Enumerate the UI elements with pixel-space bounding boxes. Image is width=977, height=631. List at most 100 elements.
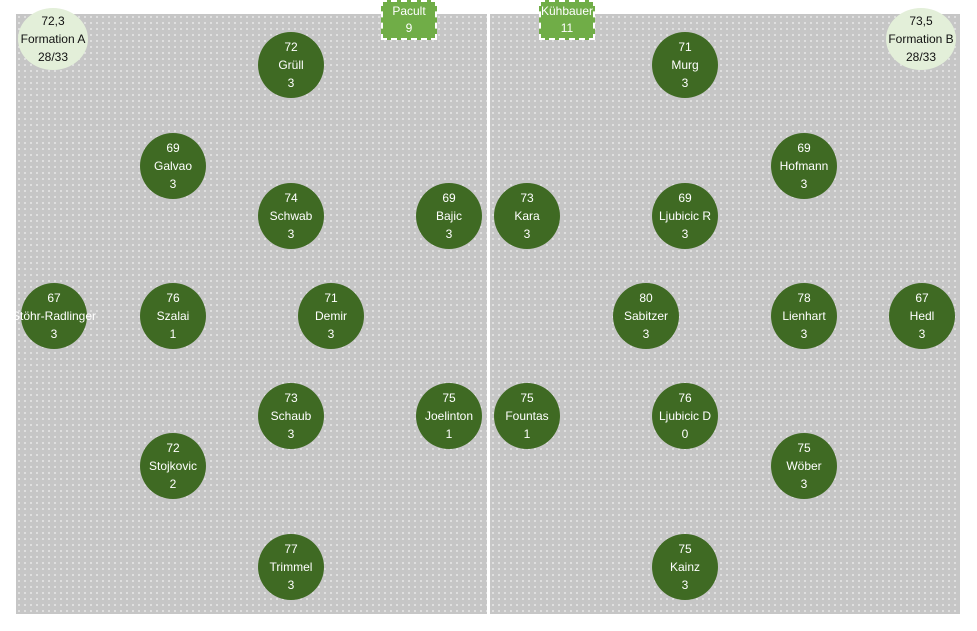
player-count: 3 [445,227,453,241]
player-name: Wöber [786,459,822,473]
formation-b-label: Formation B [888,32,954,46]
player-token[interactable]: 74 Schwab 3 [258,183,324,249]
player-count: 3 [50,327,58,341]
player-rating: 69 [797,141,811,155]
player-name: Schaub [270,409,312,423]
player-name: Murg [671,58,699,72]
player-count: 3 [800,327,808,341]
player-count: 3 [523,227,531,241]
coach-a-box[interactable]: Pacult 9 [381,0,437,40]
player-count: 1 [445,427,453,441]
pitch-left [16,14,487,614]
player-name: Grüll [278,58,304,72]
player-rating: 72 [284,40,298,54]
player-count: 3 [287,427,295,441]
player-name: Ljubicic D [658,409,712,423]
player-rating: 78 [797,291,811,305]
player-token[interactable]: 71 Murg 3 [652,32,718,98]
player-count: 1 [169,327,177,341]
player-count: 3 [800,177,808,191]
formation-a-label: Formation A [20,32,86,46]
formation-b-rating: 73,5 [909,14,933,28]
player-count: 3 [681,227,689,241]
player-token[interactable]: 69 Galvao 3 [140,133,206,199]
pitch-right [490,14,960,614]
player-name: Demir [315,309,347,323]
player-count: 3 [918,327,926,341]
player-token[interactable]: 67 Stöhr-Radlinger 3 [12,283,96,349]
player-name: Szalai [156,309,190,323]
player-count: 3 [681,578,689,592]
player-rating: 76 [678,391,692,405]
player-count: 2 [169,477,177,491]
player-name: Hofmann [779,159,829,173]
player-token[interactable]: 71 Demir 3 [298,283,364,349]
player-count: 3 [287,76,295,90]
player-name: Sabitzer [623,309,669,323]
player-rating: 69 [442,191,456,205]
player-rating: 69 [678,191,692,205]
player-token[interactable]: 78 Lienhart 3 [771,283,837,349]
player-name: Joelinton [424,409,474,423]
coach-b-box[interactable]: Kühbauer 11 [539,0,595,40]
player-count: 0 [681,427,689,441]
player-token[interactable]: 75 Kainz 3 [652,534,718,600]
coach-a-name: Pacult [392,4,426,18]
coach-a-number: 9 [405,21,413,35]
player-count: 3 [800,477,808,491]
player-rating: 80 [639,291,653,305]
coach-b-name: Kühbauer [540,4,594,18]
player-rating: 67 [915,291,929,305]
player-count: 3 [169,177,177,191]
halfway-line [487,14,490,614]
player-name: Kara [514,209,540,223]
formation-b-summary: 73,5 Formation B 28/33 [886,8,956,70]
player-count: 1 [523,427,531,441]
player-name: Trimmel [269,560,313,574]
player-token[interactable]: 72 Grüll 3 [258,32,324,98]
player-rating: 74 [284,191,298,205]
player-token[interactable]: 76 Szalai 1 [140,283,206,349]
player-rating: 75 [678,542,692,556]
player-name: Galvao [153,159,193,173]
player-token[interactable]: 69 Hofmann 3 [771,133,837,199]
player-name: Fountas [505,409,549,423]
player-rating: 71 [324,291,338,305]
coach-b-number: 11 [560,21,574,35]
player-name: Ljubicic R [658,209,712,223]
player-token[interactable]: 77 Trimmel 3 [258,534,324,600]
player-name: Stöhr-Radlinger [11,309,97,323]
player-rating: 73 [520,191,534,205]
player-token[interactable]: 75 Joelinton 1 [416,383,482,449]
player-name: Kainz [669,560,701,574]
player-token[interactable]: 69 Bajic 3 [416,183,482,249]
player-rating: 72 [166,441,180,455]
player-count: 3 [642,327,650,341]
player-token[interactable]: 67 Hedl 3 [889,283,955,349]
player-token[interactable]: 73 Kara 3 [494,183,560,249]
player-count: 3 [681,76,689,90]
player-token[interactable]: 75 Fountas 1 [494,383,560,449]
player-token[interactable]: 75 Wöber 3 [771,433,837,499]
player-rating: 75 [442,391,456,405]
player-token[interactable]: 69 Ljubicic R 3 [652,183,718,249]
player-name: Schwab [269,209,313,223]
formation-a-rating: 72,3 [41,14,65,28]
player-token[interactable]: 80 Sabitzer 3 [613,283,679,349]
player-rating: 75 [797,441,811,455]
player-token[interactable]: 73 Schaub 3 [258,383,324,449]
player-count: 3 [287,578,295,592]
player-name: Hedl [909,309,935,323]
player-token[interactable]: 76 Ljubicic D 0 [652,383,718,449]
formation-a-count: 28/33 [37,50,69,64]
player-rating: 75 [520,391,534,405]
player-count: 3 [327,327,335,341]
player-token[interactable]: 72 Stojkovic 2 [140,433,206,499]
player-rating: 73 [284,391,298,405]
player-rating: 69 [166,141,180,155]
player-count: 3 [287,227,295,241]
player-rating: 76 [166,291,180,305]
formation-b-count: 28/33 [905,50,937,64]
player-name: Stojkovic [148,459,198,473]
formation-a-summary: 72,3 Formation A 28/33 [18,8,88,70]
